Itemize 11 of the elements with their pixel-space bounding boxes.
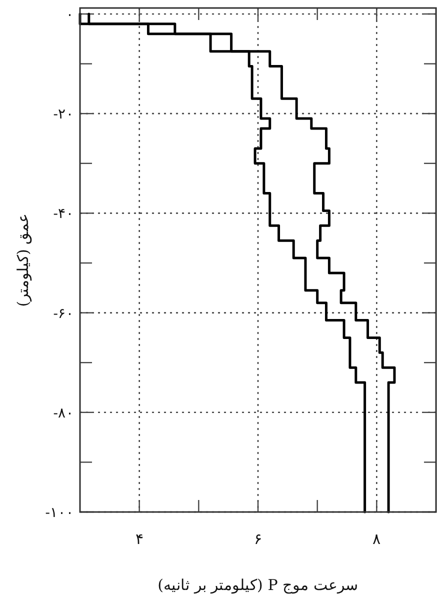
y-tick-label: -۸۰ [53, 405, 74, 422]
y-tick-label: -۴۰ [53, 206, 74, 222]
y-tick-label: -۲۰ [53, 106, 74, 123]
y-tick-label: ۰ [66, 6, 74, 23]
x-tick-label: ۸ [372, 530, 381, 548]
x-axis-title: سرعت موج P (کیلومتر بر ثانیه) [158, 576, 358, 594]
y-tick-label: -۶۰ [53, 306, 74, 322]
x-tick-label: ۴ [135, 530, 144, 548]
y-tick-label: -۱۰۰ [45, 505, 74, 521]
y-axis-title: عمق (کیلومتر) [14, 213, 32, 307]
x-tick-label: ۶ [254, 530, 262, 548]
